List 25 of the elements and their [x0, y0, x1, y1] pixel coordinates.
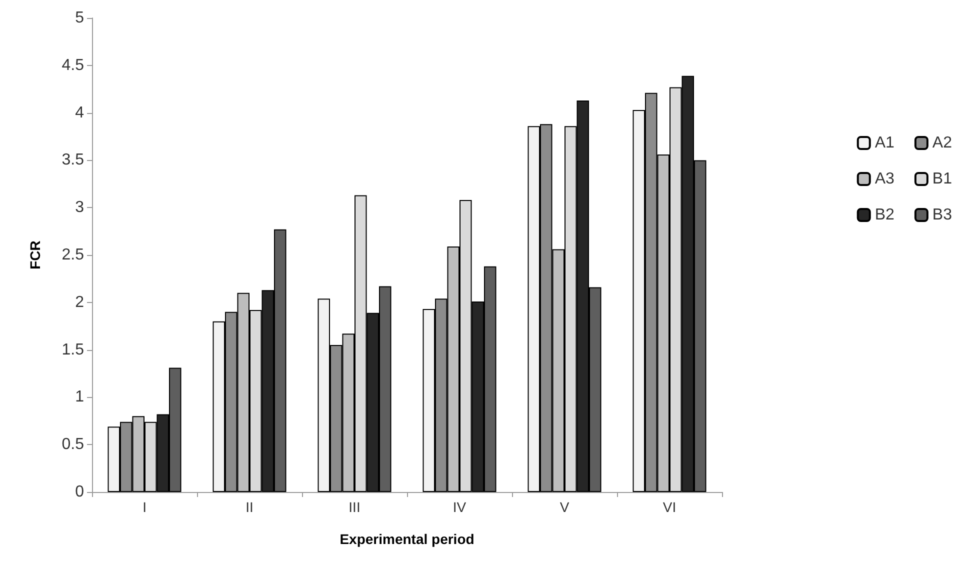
legend-label: A3 [874, 170, 895, 188]
x-tick-label: V [560, 499, 570, 515]
y-tick-label: 1 [75, 388, 84, 406]
x-tick-label: VI [662, 499, 676, 515]
legend-label: B1 [932, 170, 952, 188]
legend-label: A1 [874, 134, 895, 152]
x-axis-title: Experimental period [340, 531, 474, 547]
y-tick-label: 3.5 [62, 152, 84, 169]
y-tick-label: 4.5 [62, 56, 84, 74]
y-tick-label: 0.5 [62, 436, 84, 454]
y-tick-label: 1.5 [62, 341, 84, 358]
y-tick-label: 2 [75, 294, 84, 311]
legend-label: B2 [874, 206, 895, 224]
y-tick-label: 5 [75, 10, 84, 26]
x-tick-label: II [246, 499, 254, 515]
y-tick-label: 4 [75, 104, 84, 122]
y-tick-label: 3 [75, 199, 84, 216]
x-tick-label: I [142, 499, 146, 515]
y-axis-title: FCR [27, 240, 43, 270]
x-tick-label: III [348, 499, 360, 515]
y-tick-label: 2.5 [62, 246, 84, 264]
y-tick-label: 0 [75, 484, 84, 500]
legend-label: A2 [932, 134, 952, 152]
legend-label: B3 [932, 206, 952, 224]
x-tick-label: IV [452, 499, 467, 515]
